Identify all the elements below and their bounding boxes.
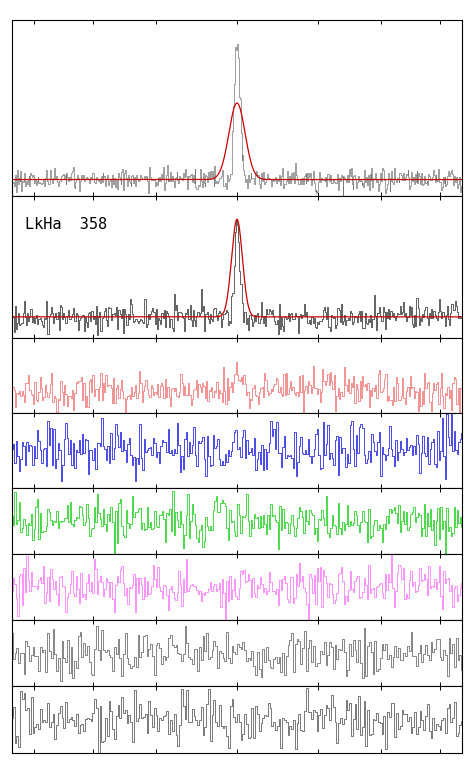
Text: LkHa  358: LkHa 358 <box>26 217 108 232</box>
